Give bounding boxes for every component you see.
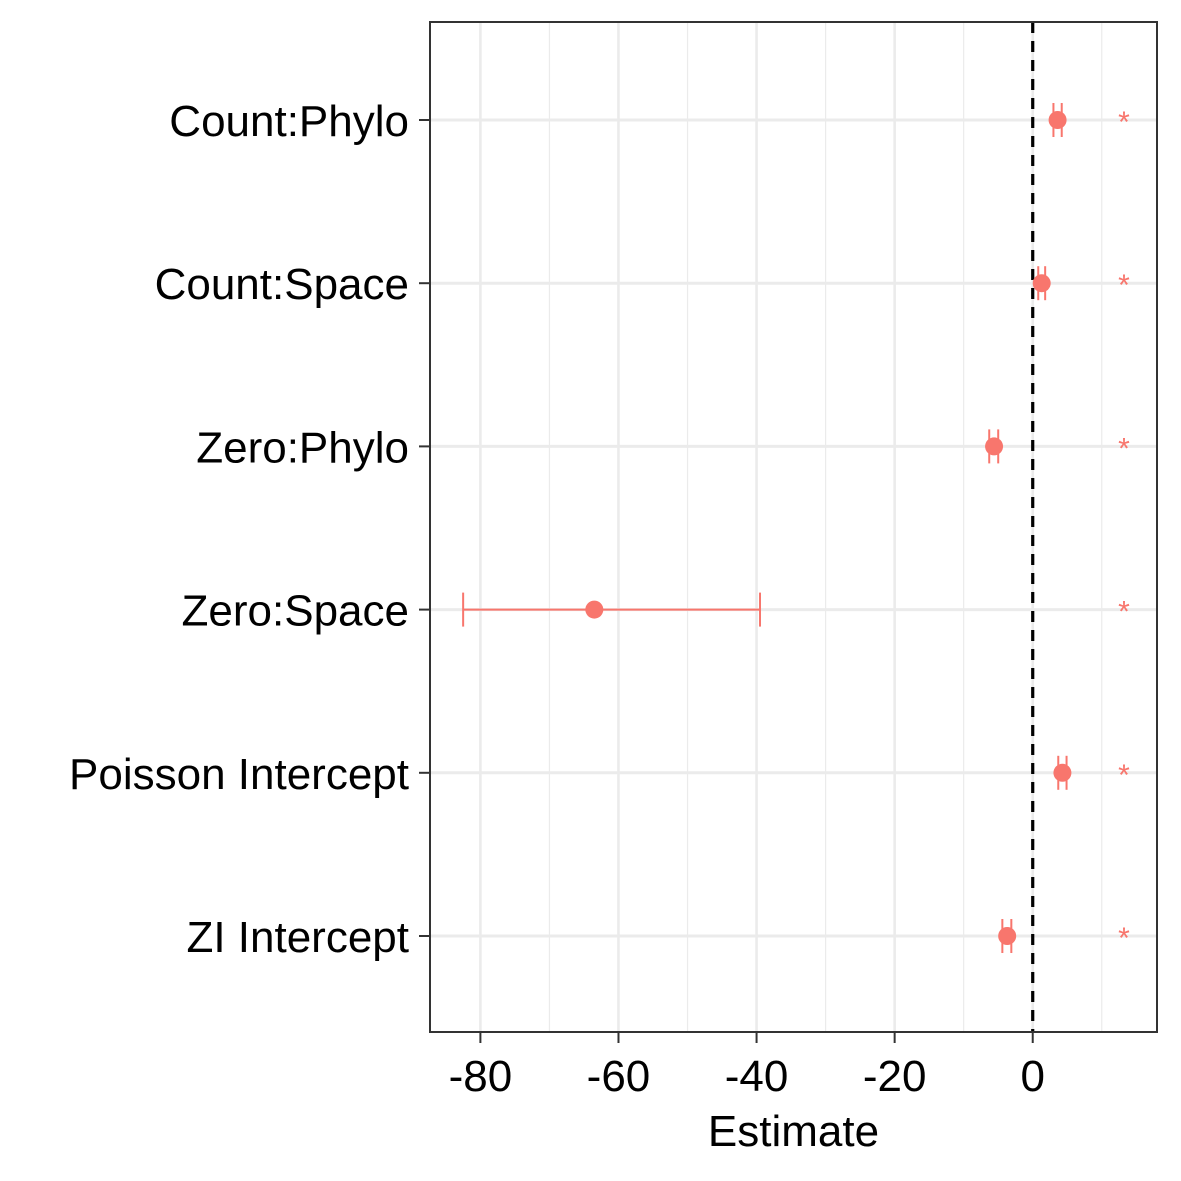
plot-panel-border <box>429 21 1158 1033</box>
significance-star: * <box>1118 269 1130 302</box>
y-tick-label: Count:Space <box>155 260 409 309</box>
significance-star: * <box>1118 432 1130 465</box>
significance-star: * <box>1118 922 1130 955</box>
x-tick-label: -20 <box>863 1052 927 1101</box>
plot-background <box>430 22 1157 1032</box>
y-tick-label: ZI Intercept <box>186 913 409 962</box>
significance-star: * <box>1118 106 1130 139</box>
significance-star: * <box>1118 596 1130 629</box>
estimate-point <box>1032 274 1051 293</box>
significance-star: * <box>1118 759 1130 792</box>
y-tick-label: Zero:Space <box>182 587 409 636</box>
estimate-marks: * * * * * * <box>462 103 1130 955</box>
x-tick-label: 0 <box>1020 1052 1044 1101</box>
estimate-point <box>1053 763 1072 782</box>
x-tick-label: -60 <box>587 1052 651 1101</box>
estimate-point <box>998 927 1017 945</box>
estimate-point <box>585 600 604 619</box>
x-axis-title: Estimate <box>708 1107 879 1156</box>
y-tick-label: Count:Phylo <box>169 97 409 146</box>
axes: Count:Phylo Count:Space Zero:Phylo Zero:Spa… <box>69 97 1045 1101</box>
estimate-point <box>985 437 1004 456</box>
y-tick-label: Poisson Intercept <box>69 750 409 799</box>
x-tick-label: -80 <box>449 1052 513 1101</box>
estimate-point <box>1048 111 1067 129</box>
y-tick-label: Zero:Phylo <box>196 423 409 472</box>
x-tick-label: -40 <box>725 1052 789 1101</box>
